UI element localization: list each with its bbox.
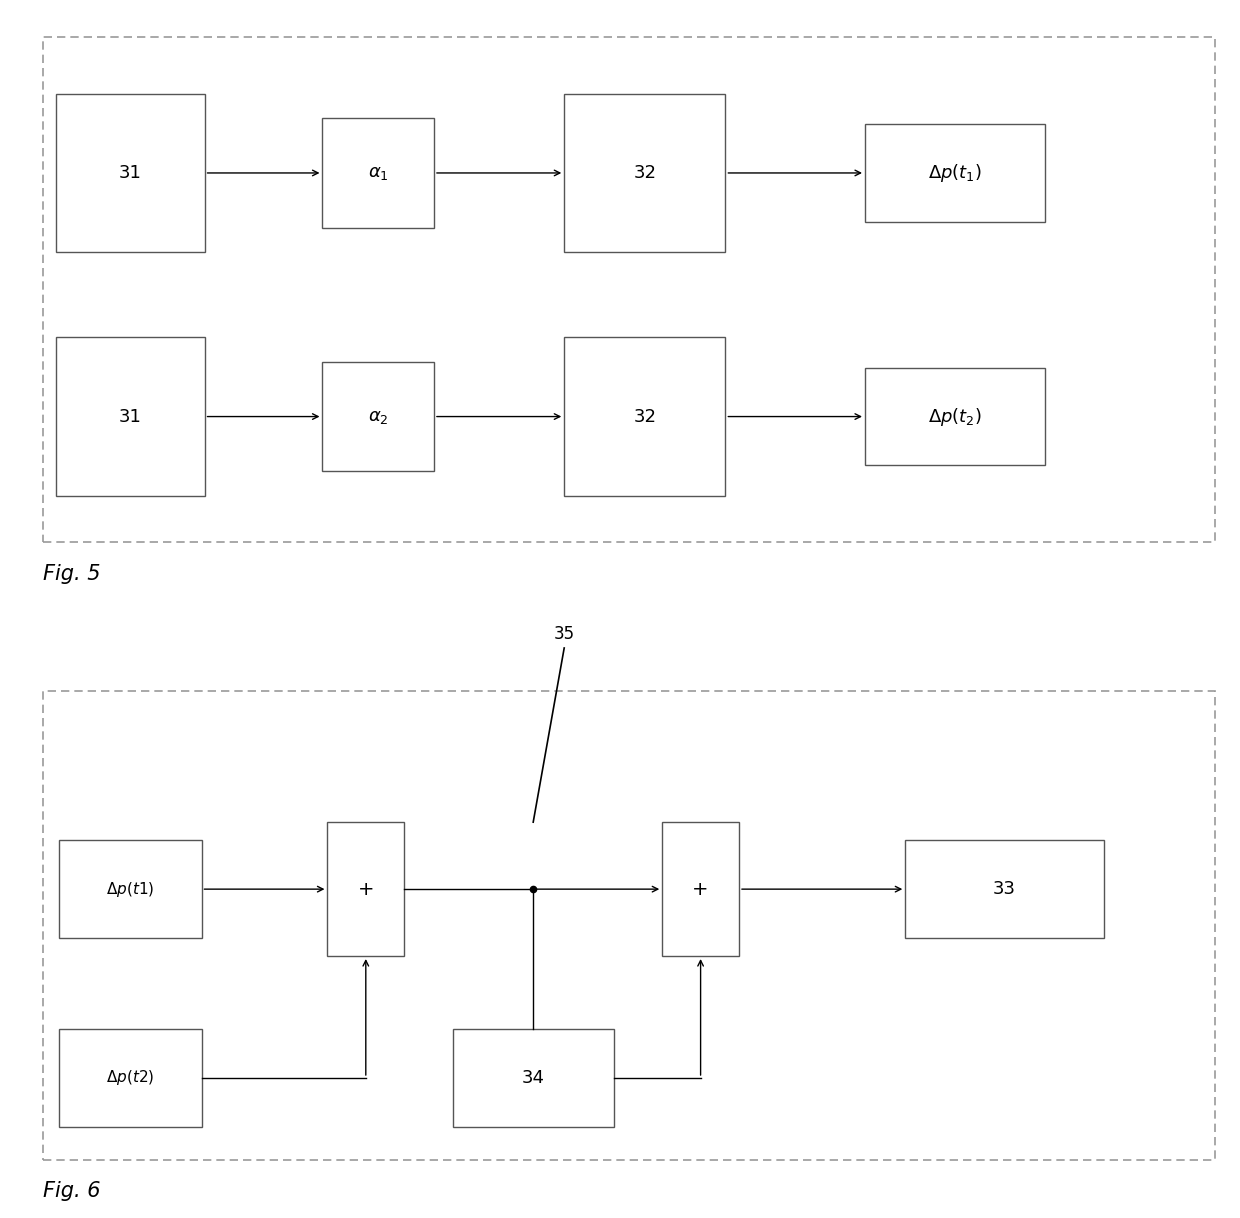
- Text: 34: 34: [522, 1069, 544, 1086]
- Bar: [322, 362, 434, 471]
- Bar: [866, 124, 1044, 222]
- Text: 32: 32: [634, 164, 656, 181]
- Text: 33: 33: [993, 881, 1016, 898]
- Text: Fig. 6: Fig. 6: [43, 1181, 100, 1201]
- Text: +: +: [357, 879, 374, 899]
- Bar: [56, 337, 205, 496]
- Text: 31: 31: [119, 164, 141, 181]
- Bar: [564, 94, 725, 252]
- Bar: [564, 337, 725, 496]
- Bar: [58, 1029, 201, 1127]
- Bar: [866, 368, 1044, 465]
- Bar: [322, 118, 434, 228]
- Bar: [43, 37, 1215, 542]
- Text: Fig. 5: Fig. 5: [43, 564, 100, 583]
- Text: $\Delta p(t_1)$: $\Delta p(t_1)$: [928, 162, 982, 184]
- Text: 32: 32: [634, 408, 656, 425]
- Bar: [905, 840, 1104, 938]
- Bar: [58, 840, 201, 938]
- Text: $\alpha_2$: $\alpha_2$: [368, 408, 388, 425]
- Text: $\alpha_1$: $\alpha_1$: [368, 164, 388, 181]
- Bar: [327, 822, 404, 956]
- Bar: [662, 822, 739, 956]
- Text: $\Delta p(t_2)$: $\Delta p(t_2)$: [928, 406, 982, 428]
- Bar: [56, 94, 205, 252]
- Bar: [43, 691, 1215, 1160]
- Text: +: +: [692, 879, 709, 899]
- Text: 35: 35: [553, 625, 575, 643]
- Text: 31: 31: [119, 408, 141, 425]
- Bar: [453, 1029, 614, 1127]
- Text: $\Delta p(t2)$: $\Delta p(t2)$: [107, 1068, 154, 1088]
- Text: $\Delta p(t1)$: $\Delta p(t1)$: [107, 879, 154, 899]
